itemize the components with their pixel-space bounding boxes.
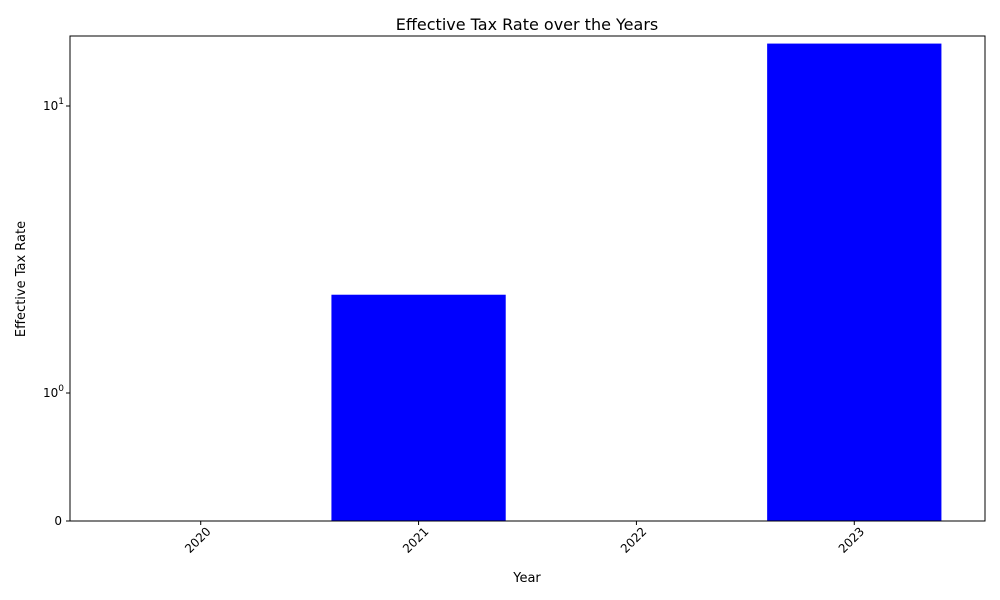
y-tick-label: 100 (43, 384, 64, 400)
bar-2021 (331, 294, 506, 521)
x-tick-label: 2020 (182, 524, 213, 555)
x-tick-label: 2023 (836, 524, 867, 555)
x-tick-label: 2021 (400, 524, 431, 555)
bar-2023 (767, 43, 942, 522)
y-axis-ticks: 0 100 101 (43, 97, 70, 528)
x-tick-label: 2022 (618, 524, 649, 555)
y-tick-label: 101 (43, 97, 64, 113)
y-axis-label: Effective Tax Rate (14, 221, 29, 337)
x-axis-label: Year (512, 571, 541, 586)
bars-group (331, 43, 942, 522)
chart-title: Effective Tax Rate over the Years (396, 15, 658, 34)
y-tick-label: 0 (54, 514, 62, 528)
plot-frame (69, 35, 986, 522)
x-axis-ticks: 2020 2021 2022 2023 (182, 521, 867, 556)
